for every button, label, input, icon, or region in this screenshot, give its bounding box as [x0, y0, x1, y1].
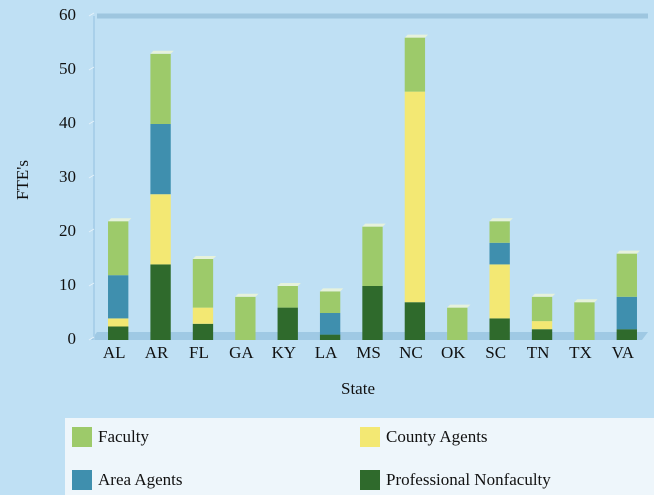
bar-top [574, 299, 598, 303]
bar-segment [404, 37, 426, 92]
tick-mark [88, 66, 95, 71]
x-tick-label: TN [527, 343, 550, 362]
tick-mark [88, 174, 95, 179]
x-tick-label: FL [189, 343, 209, 362]
bar-segment [277, 286, 298, 308]
bar-segment [150, 124, 171, 195]
y-tick-label: 0 [68, 329, 77, 348]
bar-segment [319, 334, 341, 340]
bar-top [277, 283, 301, 286]
x-tick-label: AL [103, 343, 126, 362]
bar-segment [192, 323, 214, 340]
bar-top [531, 293, 556, 297]
y-axis-label: FTE's [13, 160, 32, 200]
x-tick-label: AR [145, 343, 169, 362]
bar-segment [150, 264, 171, 340]
bar-segment [150, 53, 171, 124]
x-tick-label: KY [271, 343, 296, 362]
x-axis-label: State [341, 379, 375, 398]
bar-segment [108, 326, 129, 340]
bar-segment [362, 226, 383, 286]
tick-mark [88, 228, 95, 233]
tick-mark [88, 282, 95, 287]
bar-segment [489, 221, 510, 243]
bar-segment [531, 329, 553, 340]
legend-label: Professional Nonfaculty [386, 470, 551, 489]
bar-segment [108, 318, 129, 327]
legend-swatch [72, 427, 92, 447]
bar-segment [531, 296, 553, 322]
bar-segment [616, 296, 637, 330]
bar-segment [404, 91, 426, 303]
x-tick-label: LA [315, 343, 338, 362]
bar-segment [531, 321, 553, 330]
legend-label: Faculty [98, 427, 149, 446]
bar-segment [319, 313, 341, 335]
bar-top [362, 223, 386, 227]
y-tick-label: 60 [59, 5, 76, 24]
legend-swatch [360, 470, 380, 490]
bar-top [447, 304, 471, 308]
x-tick-label: VA [612, 343, 635, 362]
bar-segment [319, 291, 341, 313]
x-tick-label: MS [356, 343, 381, 362]
bar-top [235, 293, 259, 297]
x-tick-label: TX [569, 343, 592, 362]
bar-top [150, 50, 174, 54]
tick-mark [88, 336, 95, 341]
bar-segment [489, 264, 510, 319]
bar-segment [404, 302, 426, 340]
bar-segment [489, 318, 510, 340]
tick-mark [88, 12, 95, 17]
y-tick-label: 10 [59, 275, 76, 294]
bar-segment [108, 275, 129, 319]
bar-segment [489, 242, 510, 265]
bar-segment [150, 194, 171, 265]
bar-segment [616, 253, 637, 297]
tick-mark [88, 120, 95, 125]
legend-swatch [72, 470, 92, 490]
bar-segment [447, 307, 468, 340]
bar-segment [108, 221, 129, 276]
bar-segment [362, 286, 383, 340]
x-tick-label: GA [229, 343, 254, 362]
bar-top [108, 218, 132, 222]
bar-segment [192, 259, 214, 308]
legend-label: Area Agents [98, 470, 183, 489]
bar-top [489, 218, 513, 222]
y-tick-label: 30 [59, 167, 76, 186]
bar-top [404, 34, 429, 38]
legend-label: County Agents [386, 427, 488, 446]
bar-segment [277, 307, 298, 340]
x-tick-label: SC [485, 343, 506, 362]
x-tick-label: OK [441, 343, 466, 362]
bar-segment [574, 302, 595, 340]
x-tick-label: NC [399, 343, 423, 362]
bar-segment [616, 329, 637, 340]
y-tick-label: 50 [59, 59, 76, 78]
y-tick-label: 20 [59, 221, 76, 240]
bar-top [192, 256, 217, 259]
legend-swatch [360, 427, 380, 447]
bar-segment [235, 296, 256, 340]
bar-segment [192, 307, 214, 324]
bar-top [616, 250, 640, 254]
legend-box [65, 418, 654, 495]
bar-top [319, 288, 344, 292]
y-tick-label: 40 [59, 113, 76, 132]
